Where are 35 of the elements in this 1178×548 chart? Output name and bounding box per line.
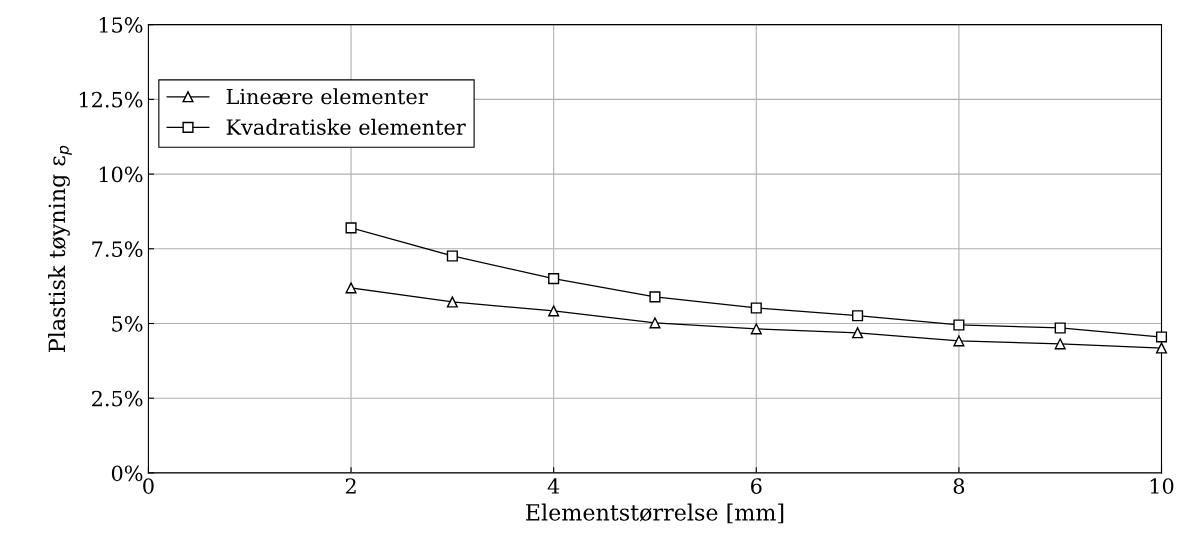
y-tick-label: 15% [99, 17, 143, 33]
x-tick-label: 4 [547, 478, 560, 494]
x-tick-label: 6 [751, 478, 762, 494]
point [649, 317, 661, 329]
legend-label: Kvadratiske elementer [226, 118, 466, 135]
point [750, 302, 762, 314]
x-tick-label: 2 [345, 478, 356, 494]
point [750, 323, 762, 335]
y-tick-label: 5% [112, 315, 143, 332]
point [1155, 331, 1168, 343]
y-tick-label: 12.5% [79, 91, 143, 108]
y-axis-title: Plastisk tøyning ε$_{p}$ [48, 145, 72, 353]
point [1054, 322, 1066, 334]
legend-label: Lineære elementer [226, 88, 428, 105]
x-tick-label: 8 [953, 478, 965, 494]
point [1054, 338, 1066, 350]
point [548, 305, 560, 317]
point [852, 310, 864, 322]
x-axis-title: Elementstørrelse [mm] [526, 503, 784, 524]
point [548, 273, 560, 285]
point [345, 282, 357, 294]
y-tick-label: 2.5% [92, 390, 143, 407]
point [649, 291, 661, 303]
x-tick-label: 10 [1150, 478, 1174, 494]
point [446, 296, 458, 308]
x-tick-label: 0 [143, 478, 154, 494]
y-tick-label: 7.5% [92, 241, 143, 257]
point [1155, 342, 1168, 354]
point [953, 335, 965, 347]
y-tick-label: 10% [99, 166, 143, 183]
y-tick-label: 0% [111, 465, 143, 482]
point [953, 319, 965, 331]
point [446, 250, 458, 262]
point [852, 327, 864, 339]
point [345, 222, 357, 234]
